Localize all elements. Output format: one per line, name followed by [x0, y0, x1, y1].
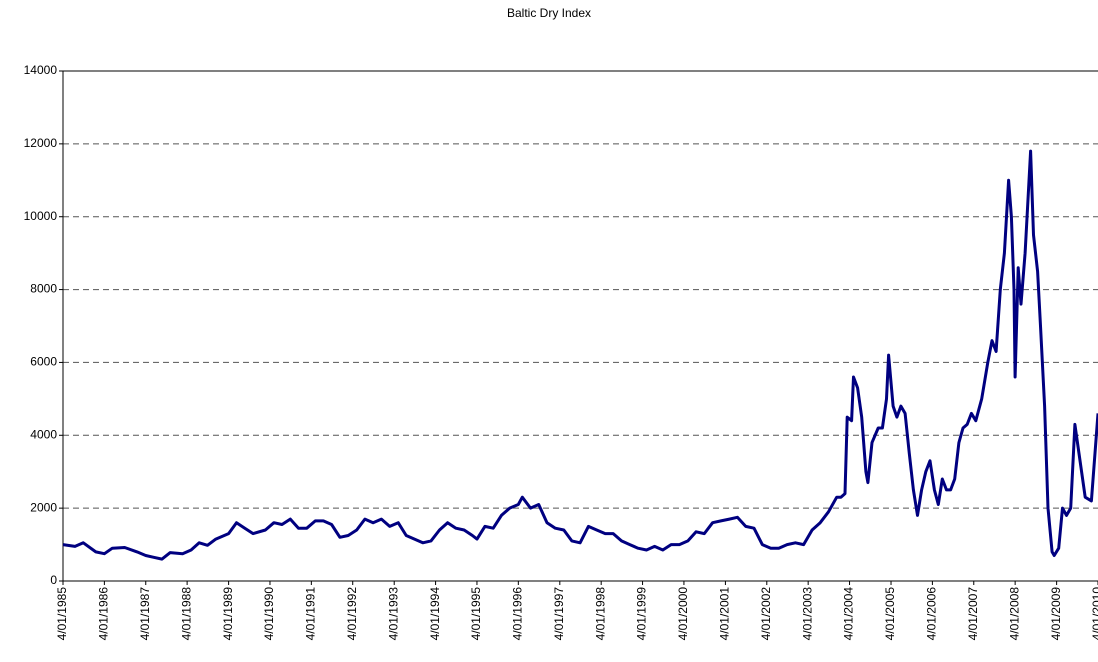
y-tick-label: 0: [50, 573, 57, 587]
x-tick-label: 4/01/2001: [718, 587, 732, 641]
x-tick-label: 4/01/1991: [304, 587, 318, 641]
x-tick-label: 4/01/1996: [510, 587, 524, 641]
x-tick-label: 4/01/1995: [469, 587, 483, 641]
x-tick-label: 4/01/1988: [179, 587, 193, 641]
x-tick-label: 4/01/2008: [1007, 587, 1021, 641]
x-tick-label: 4/01/1987: [138, 587, 152, 641]
x-tick-label: 4/01/2003: [800, 587, 814, 641]
y-tick-label: 10000: [24, 209, 58, 223]
x-tick-label: 4/01/1998: [593, 587, 607, 641]
x-tick-label: 4/01/1994: [428, 587, 442, 641]
y-tick-label: 14000: [24, 63, 58, 77]
y-tick-label: 4000: [30, 427, 57, 441]
x-tick-label: 4/01/1993: [386, 587, 400, 641]
x-tick-label: 4/01/2007: [966, 587, 980, 641]
x-tick-label: 4/01/1997: [552, 587, 566, 641]
x-tick-label: 4/01/1985: [55, 587, 69, 641]
x-tick-label: 4/01/2010: [1090, 587, 1098, 641]
y-tick-label: 6000: [30, 355, 57, 369]
x-tick-label: 4/01/2002: [759, 587, 773, 641]
x-tick-label: 4/01/1992: [345, 587, 359, 641]
y-tick-label: 12000: [24, 136, 58, 150]
y-tick-label: 2000: [30, 500, 57, 514]
y-tick-label: 8000: [30, 282, 57, 296]
x-tick-label: 4/01/2000: [676, 587, 690, 641]
chart-title: Baltic Dry Index: [507, 6, 591, 20]
x-tick-label: 4/01/1999: [635, 587, 649, 641]
x-tick-label: 4/01/2005: [883, 587, 897, 641]
x-tick-label: 4/01/2006: [925, 587, 939, 641]
data-line: [62, 149, 1098, 561]
x-tick-label: 4/01/2009: [1049, 587, 1063, 641]
x-tick-label: 4/01/1986: [97, 587, 111, 641]
x-tick-label: 4/01/1989: [221, 587, 235, 641]
x-tick-label: 4/01/1990: [262, 587, 276, 641]
x-tick-label: 4/01/2004: [842, 587, 856, 641]
